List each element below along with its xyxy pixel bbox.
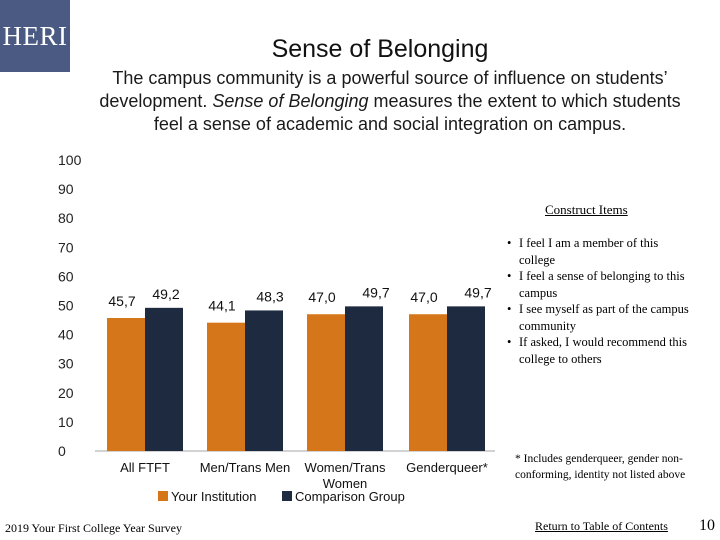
legend-label: Your Institution [171,489,257,504]
bar-your-institution [409,314,447,451]
bar-comparison-group [447,306,485,451]
table-of-contents-link[interactable]: Return to Table of Contents [535,519,668,533]
legend-label: Comparison Group [295,489,405,504]
y-tick-label: 40 [58,327,74,343]
page-description: The campus community is a powerful sourc… [88,67,692,136]
y-tick-label: 0 [58,443,66,459]
legend-swatch [282,491,292,501]
construct-item: I see myself as part of the campus commu… [505,301,697,334]
data-label: 49,2 [152,286,179,302]
data-label: 49,7 [464,284,491,300]
logo-text: HERI [2,20,68,51]
x-tick-label: Men/Trans Men [200,460,291,475]
y-tick-label: 80 [58,210,74,226]
bar-your-institution [307,314,345,451]
construct-item: I feel I am a member of this college [505,235,697,268]
data-label: 47,0 [410,289,437,305]
data-label: 45,7 [108,293,135,309]
survey-name: 2019 Your First College Year Survey [5,521,183,535]
data-label: 44,1 [208,298,235,314]
footnote: * Includes genderqueer, gender non-confo… [515,453,686,481]
x-tick-label: All FTFT [120,460,170,475]
x-tick-label: Women/Trans Women [305,460,386,491]
bar-your-institution [207,322,245,451]
page-title: Sense of Belonging [271,35,489,63]
y-tick-label: 20 [58,385,74,401]
legend-swatch [158,491,168,501]
bar-comparison-group [245,310,283,451]
data-label: 49,7 [362,284,389,300]
bar-comparison-group [345,306,383,451]
y-tick-label: 30 [58,356,74,372]
y-tick-label: 70 [58,239,74,255]
description-emphasis: Sense of Belonging [212,91,369,111]
construct-items-list: I feel I am a member of this college I f… [505,235,697,367]
construct-items-title: Construct Items [545,202,628,217]
bar-comparison-group [145,307,183,451]
y-tick-label: 100 [58,152,82,168]
page-number: 10 [699,517,715,534]
y-tick-label: 10 [58,414,74,430]
x-tick-label: Genderqueer* [406,460,488,475]
description-text-end: measures the extent to which students fe… [153,91,681,134]
construct-item: If asked, I would recommend this college… [505,334,697,367]
heri-logo: HERI [0,0,70,72]
y-tick-label: 90 [58,181,74,197]
description-text-start: The campus community is a powerful sourc… [99,68,668,111]
data-label: 48,3 [256,288,283,304]
data-label: 47,0 [308,289,335,305]
bar-your-institution [107,318,145,451]
y-tick-label: 60 [58,268,74,284]
y-tick-label: 50 [58,298,74,314]
construct-item: I feel a sense of belonging to this camp… [505,268,697,301]
